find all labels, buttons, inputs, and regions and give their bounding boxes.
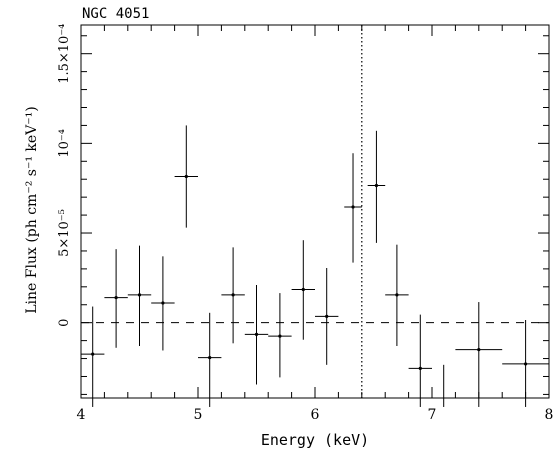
x-tick-label: 7 bbox=[428, 407, 437, 423]
point-marker bbox=[524, 362, 528, 366]
point-marker bbox=[184, 174, 188, 179]
point-marker bbox=[91, 352, 95, 356]
point-marker bbox=[278, 334, 282, 338]
data-point bbox=[151, 256, 175, 351]
x-axis-ticks: 4 5 6 7 8 bbox=[77, 25, 554, 423]
x-tick-label: 4 bbox=[77, 407, 86, 423]
data-point bbox=[385, 244, 409, 346]
point-marker bbox=[114, 295, 118, 300]
y-tick-label: 10⁻⁴ bbox=[57, 129, 72, 158]
point-marker bbox=[351, 205, 355, 209]
data-point bbox=[244, 285, 269, 385]
point-marker bbox=[418, 366, 422, 371]
point-marker bbox=[231, 293, 235, 297]
data-point bbox=[344, 153, 362, 263]
y-tick-label: 1.5×10⁻⁴ bbox=[57, 24, 72, 84]
point-marker bbox=[161, 301, 165, 305]
x-tick-label: 5 bbox=[194, 407, 203, 423]
data-point bbox=[198, 312, 222, 407]
data-point bbox=[502, 319, 549, 407]
point-marker bbox=[374, 183, 379, 188]
data-point bbox=[81, 306, 105, 407]
data-point bbox=[104, 249, 128, 348]
data-point bbox=[174, 125, 198, 228]
point-marker bbox=[301, 287, 305, 292]
y-tick-label: 5×10⁻⁵ bbox=[57, 209, 72, 257]
point-marker bbox=[254, 332, 259, 336]
x-tick-label: 6 bbox=[311, 407, 320, 423]
data-point bbox=[268, 293, 292, 378]
y-axis-ticks: 0 5×10⁻⁵ 10⁻⁴ 1.5×10⁻⁴ bbox=[57, 24, 549, 395]
point-marker bbox=[477, 347, 481, 352]
data-points bbox=[81, 125, 549, 407]
y-axis-label: Line Flux (ph cm⁻² s⁻¹ keV⁻¹) bbox=[24, 106, 40, 314]
x-axis-label: Energy (keV) bbox=[261, 431, 369, 449]
data-point bbox=[408, 314, 432, 407]
chart-title: NGC 4051 bbox=[82, 6, 149, 22]
x-tick-label: 8 bbox=[545, 407, 554, 423]
data-point bbox=[127, 245, 152, 346]
data-point bbox=[291, 240, 315, 340]
point-marker bbox=[137, 293, 142, 297]
data-point bbox=[221, 247, 245, 344]
point-marker bbox=[325, 314, 329, 319]
y-tick-label: 0 bbox=[57, 319, 72, 327]
data-point bbox=[315, 267, 339, 365]
point-marker bbox=[208, 356, 212, 360]
reference-lines bbox=[81, 25, 549, 398]
data-point bbox=[367, 130, 386, 243]
data-point bbox=[455, 302, 503, 407]
point-marker bbox=[395, 293, 399, 297]
